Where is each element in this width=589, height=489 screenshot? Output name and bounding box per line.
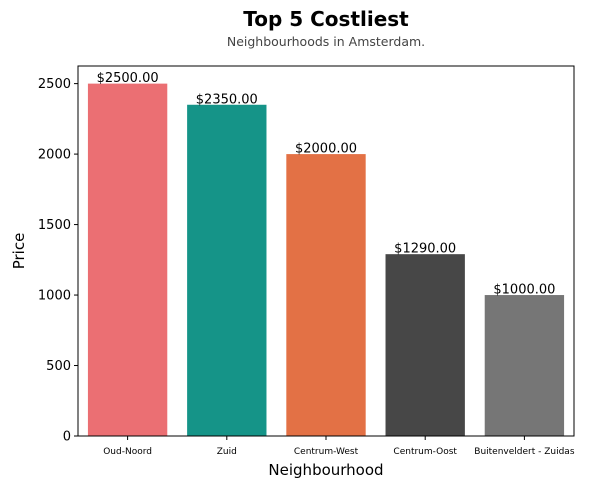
x-tick-label: Oud-Noord xyxy=(103,447,152,457)
x-tick-label: Centrum-West xyxy=(294,447,359,457)
bar xyxy=(87,83,168,436)
data-label: $1290.00 xyxy=(394,242,456,257)
bar xyxy=(484,295,565,436)
data-label: $2000.00 xyxy=(295,142,357,157)
y-axis-label: Price xyxy=(10,233,28,270)
x-tick-label: Buitenveldert - Zuidas xyxy=(474,447,575,457)
y-tick-label: 1000 xyxy=(38,289,71,304)
data-label: $1000.00 xyxy=(493,283,555,298)
bar xyxy=(187,104,267,436)
x-tick-label: Centrum-Oost xyxy=(393,447,457,457)
y-tick-label: 0 xyxy=(63,430,71,445)
plot-frame xyxy=(77,65,575,437)
x-tick-label: Zuid xyxy=(217,447,237,457)
data-label: $2500.00 xyxy=(97,71,159,86)
data-label: $2350.00 xyxy=(196,92,258,107)
bar xyxy=(385,254,465,436)
y-tick-label: 1500 xyxy=(38,218,71,233)
x-axis-label: Neighbourhood xyxy=(268,461,383,479)
plot-area: 0 500 1000 1500 2000 2500 Oud-Noord $2500.00 Zui… xyxy=(38,71,575,457)
y-tick-label: 2500 xyxy=(38,77,71,92)
y-tick-label: 500 xyxy=(46,359,71,374)
bar xyxy=(286,154,366,436)
y-tick-label: 2000 xyxy=(38,148,71,163)
chart-title: Top 5 Costliest xyxy=(243,7,409,31)
chart-subtitle: Neighbourhoods in Amsterdam. xyxy=(227,34,425,49)
